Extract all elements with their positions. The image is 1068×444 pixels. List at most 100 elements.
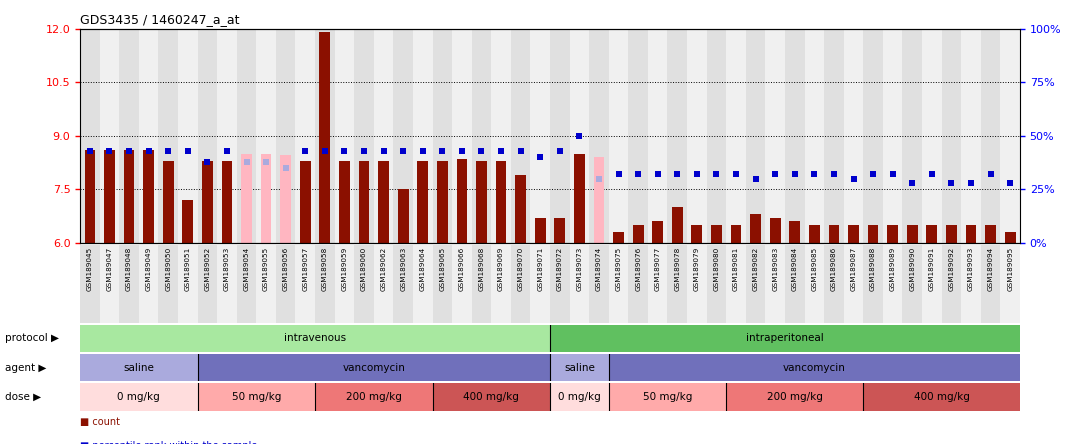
- Text: 0 mg/kg: 0 mg/kg: [117, 392, 160, 402]
- Text: GSM189068: GSM189068: [478, 247, 485, 291]
- Text: GSM189092: GSM189092: [948, 247, 955, 291]
- Text: 50 mg/kg: 50 mg/kg: [232, 392, 281, 402]
- Bar: [985, 225, 996, 243]
- Text: GSM189060: GSM189060: [361, 247, 367, 291]
- Bar: [824, 245, 844, 323]
- Bar: [902, 29, 922, 243]
- Bar: [256, 29, 276, 243]
- Bar: [707, 29, 726, 243]
- Bar: [237, 245, 256, 323]
- Text: GSM189084: GSM189084: [791, 247, 798, 291]
- Text: GSM189047: GSM189047: [107, 247, 112, 291]
- Text: GSM189050: GSM189050: [166, 247, 171, 291]
- Bar: [863, 29, 883, 243]
- Bar: [198, 354, 550, 381]
- Text: GSM189063: GSM189063: [400, 247, 406, 291]
- Bar: [378, 161, 389, 243]
- Bar: [413, 29, 433, 243]
- Bar: [418, 161, 428, 243]
- Bar: [883, 245, 902, 323]
- Bar: [183, 200, 193, 243]
- Bar: [359, 161, 370, 243]
- Bar: [319, 32, 330, 243]
- Bar: [711, 225, 722, 243]
- Bar: [550, 245, 569, 323]
- Text: 400 mg/kg: 400 mg/kg: [464, 392, 519, 402]
- Text: vancomycin: vancomycin: [783, 363, 846, 373]
- Bar: [413, 245, 433, 323]
- Bar: [315, 29, 334, 243]
- Text: GSM189095: GSM189095: [1007, 247, 1014, 291]
- Text: GSM189093: GSM189093: [968, 247, 974, 291]
- Bar: [550, 383, 609, 411]
- Bar: [393, 29, 413, 243]
- Text: GSM189078: GSM189078: [674, 247, 680, 291]
- Bar: [120, 29, 139, 243]
- Text: GSM189052: GSM189052: [204, 247, 210, 291]
- Bar: [609, 245, 628, 323]
- Bar: [766, 29, 785, 243]
- Bar: [535, 218, 546, 243]
- Bar: [648, 245, 668, 323]
- Bar: [750, 214, 761, 243]
- Bar: [687, 29, 707, 243]
- Text: GSM189049: GSM189049: [145, 247, 152, 291]
- Bar: [980, 29, 1001, 243]
- Text: GSM189056: GSM189056: [283, 247, 288, 291]
- Bar: [374, 29, 393, 243]
- Text: 200 mg/kg: 200 mg/kg: [346, 392, 402, 402]
- Bar: [158, 29, 178, 243]
- Bar: [217, 29, 237, 243]
- Bar: [99, 29, 120, 243]
- Text: 400 mg/kg: 400 mg/kg: [914, 392, 970, 402]
- Bar: [433, 245, 452, 323]
- Bar: [789, 222, 800, 243]
- Bar: [961, 29, 980, 243]
- Bar: [276, 29, 296, 243]
- Bar: [942, 29, 961, 243]
- Bar: [99, 245, 120, 323]
- Bar: [883, 29, 902, 243]
- Text: saline: saline: [124, 363, 154, 373]
- Bar: [256, 245, 276, 323]
- Bar: [594, 157, 604, 243]
- Text: GSM189065: GSM189065: [439, 247, 445, 291]
- Bar: [437, 161, 447, 243]
- Bar: [766, 245, 785, 323]
- Bar: [554, 218, 565, 243]
- Bar: [334, 245, 355, 323]
- Text: intraperitoneal: intraperitoneal: [747, 333, 823, 343]
- Text: agent ▶: agent ▶: [5, 363, 47, 373]
- Bar: [590, 29, 609, 243]
- Bar: [980, 245, 1001, 323]
- Bar: [824, 29, 844, 243]
- Text: GSM189076: GSM189076: [635, 247, 641, 291]
- Bar: [808, 225, 820, 243]
- Bar: [804, 245, 824, 323]
- Bar: [609, 354, 1020, 381]
- Text: GSM189054: GSM189054: [244, 247, 250, 291]
- Bar: [80, 29, 99, 243]
- Bar: [80, 383, 198, 411]
- Bar: [202, 161, 213, 243]
- Text: GSM189045: GSM189045: [87, 247, 93, 291]
- Text: GSM189070: GSM189070: [518, 247, 523, 291]
- Bar: [139, 245, 158, 323]
- Bar: [632, 225, 644, 243]
- Text: GSM189094: GSM189094: [988, 247, 993, 291]
- Bar: [922, 245, 942, 323]
- Bar: [867, 225, 879, 243]
- Bar: [397, 190, 409, 243]
- Bar: [124, 150, 135, 243]
- Bar: [863, 383, 1020, 411]
- Bar: [198, 383, 315, 411]
- Text: GSM189069: GSM189069: [498, 247, 504, 291]
- Bar: [237, 29, 256, 243]
- Text: GSM189071: GSM189071: [537, 247, 544, 291]
- Text: GSM189081: GSM189081: [733, 247, 739, 291]
- Bar: [261, 154, 271, 243]
- Text: GSM189080: GSM189080: [713, 247, 720, 291]
- Text: GSM189086: GSM189086: [831, 247, 837, 291]
- Text: GSM189051: GSM189051: [185, 247, 191, 291]
- Bar: [731, 225, 741, 243]
